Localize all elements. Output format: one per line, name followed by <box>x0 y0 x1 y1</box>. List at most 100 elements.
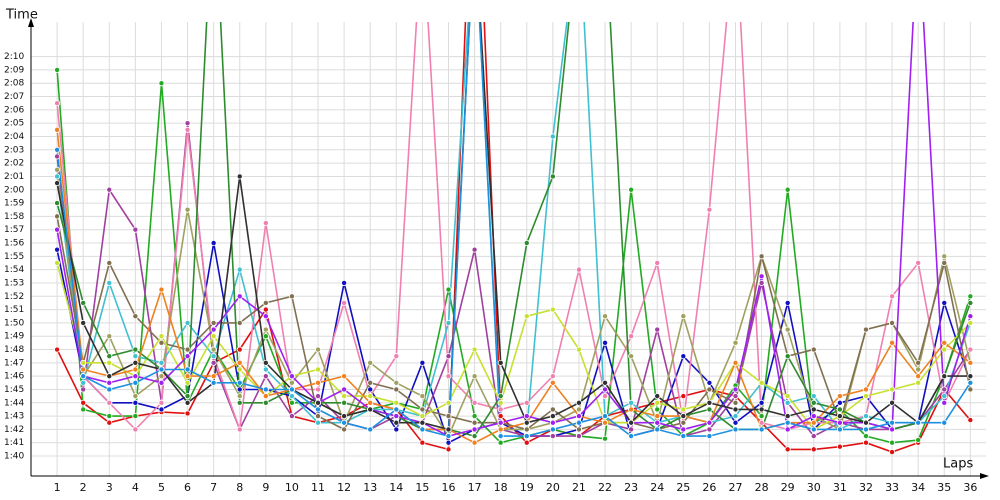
data-point <box>184 410 191 417</box>
series-line <box>56 22 972 437</box>
data-point <box>419 413 426 420</box>
data-point <box>315 399 322 406</box>
y-tick-label: 1:47 <box>4 358 24 368</box>
data-point <box>106 419 113 426</box>
data-point <box>941 399 948 406</box>
data-point <box>236 379 243 386</box>
data-point <box>941 339 948 346</box>
data-point <box>497 399 504 406</box>
data-point <box>236 359 243 366</box>
x-tick-label: 7 <box>210 481 217 494</box>
data-point <box>210 333 217 340</box>
data-point <box>654 393 661 400</box>
data-point <box>810 393 817 400</box>
data-point <box>393 406 400 413</box>
x-tick-label: 4 <box>132 481 139 494</box>
data-point <box>967 359 974 366</box>
data-point <box>575 413 582 420</box>
data-point <box>654 399 661 406</box>
data-point <box>575 433 582 440</box>
data-point <box>210 373 217 380</box>
x-tick-label: 3 <box>106 481 113 494</box>
data-point <box>262 399 269 406</box>
y-tick-label: 1:56 <box>4 239 24 249</box>
data-point <box>419 439 426 446</box>
data-point <box>654 406 661 413</box>
data-point <box>341 393 348 400</box>
data-point <box>393 386 400 393</box>
x-tick-label: 35 <box>937 481 951 494</box>
data-point <box>915 419 922 426</box>
data-point <box>732 386 739 393</box>
data-point <box>889 419 896 426</box>
data-point <box>628 333 635 340</box>
data-point <box>497 406 504 413</box>
data-point <box>810 419 817 426</box>
data-point <box>471 373 478 380</box>
x-arrow <box>980 473 989 479</box>
x-tick-label: 2 <box>80 481 87 494</box>
series-line <box>56 22 971 438</box>
data-point <box>628 433 635 440</box>
data-point <box>393 419 400 426</box>
data-point <box>549 306 556 313</box>
y-tick-label: 1:53 <box>4 278 24 288</box>
data-point <box>132 379 139 386</box>
x-tick-label: 5 <box>158 481 165 494</box>
data-point <box>54 226 61 233</box>
data-point <box>706 406 713 413</box>
data-point <box>732 359 739 366</box>
data-point <box>80 386 87 393</box>
data-point <box>680 413 687 420</box>
data-point <box>471 433 478 440</box>
y-tick-label: 1:50 <box>4 318 24 328</box>
data-point <box>445 373 452 380</box>
data-point <box>184 373 191 380</box>
data-point <box>158 286 165 293</box>
data-point <box>341 386 348 393</box>
data-point <box>654 259 661 266</box>
series-line <box>56 22 972 438</box>
data-point <box>758 253 765 260</box>
data-point <box>523 426 530 433</box>
data-point <box>967 293 974 300</box>
data-point <box>262 313 269 320</box>
data-point <box>523 439 530 446</box>
data-point <box>132 346 139 353</box>
data-point <box>497 433 504 440</box>
data-point <box>288 393 295 400</box>
data-point <box>158 366 165 373</box>
data-point <box>967 319 974 326</box>
data-point <box>732 413 739 420</box>
y-tick-label: 1:58 <box>4 212 24 222</box>
data-point <box>680 419 687 426</box>
x-tick-label: 20 <box>546 481 560 494</box>
data-point <box>315 419 322 426</box>
data-point <box>210 346 217 353</box>
data-point <box>54 180 61 187</box>
data-point <box>967 386 974 393</box>
data-point <box>54 153 61 160</box>
data-point <box>602 339 609 346</box>
data-point <box>158 339 165 346</box>
data-point <box>210 359 217 366</box>
data-point <box>106 359 113 366</box>
data-point <box>80 319 87 326</box>
data-point <box>445 413 452 420</box>
data-point <box>784 299 791 306</box>
data-point <box>732 426 739 433</box>
data-point <box>471 439 478 446</box>
data-point <box>288 293 295 300</box>
x-tick-label: 6 <box>184 481 191 494</box>
x-tick-label: 18 <box>494 481 508 494</box>
data-point <box>184 399 191 406</box>
data-point <box>262 299 269 306</box>
data-point <box>575 399 582 406</box>
x-tick-label: 25 <box>676 481 690 494</box>
y-tick-label: 1:41 <box>4 438 24 448</box>
x-tick-label: 30 <box>807 481 821 494</box>
data-point <box>628 186 635 193</box>
data-point <box>106 373 113 380</box>
data-point <box>941 259 948 266</box>
data-point <box>158 359 165 366</box>
